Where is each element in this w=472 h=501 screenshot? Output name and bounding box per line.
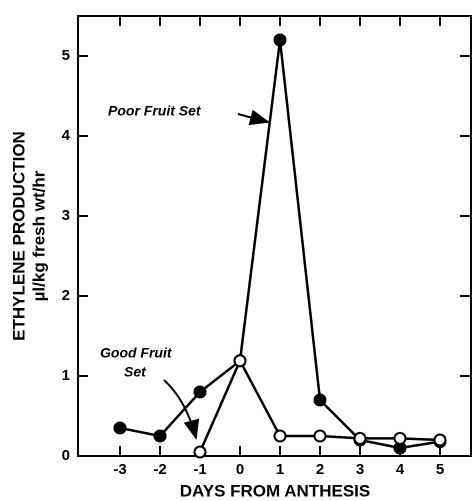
y-axis-label: ETHYLENE PRODUCTION	[9, 131, 28, 341]
y-tick-label: 2	[62, 287, 70, 304]
x-tick-label: 5	[436, 461, 444, 478]
x-tick-label: 1	[276, 461, 284, 478]
data-point	[353, 431, 367, 445]
annotation: Set	[124, 364, 147, 380]
y-tick-label: 5	[62, 47, 70, 64]
data-point	[393, 431, 407, 445]
y-axis-label: µl/kg fresh wt/hr	[29, 170, 48, 301]
data-point	[193, 445, 207, 459]
data-point	[273, 429, 287, 443]
annotation: Good Fruit	[100, 345, 173, 361]
annotation-arrow	[163, 379, 200, 440]
y-tick-label: 3	[62, 207, 70, 224]
data-point	[273, 33, 287, 47]
x-tick-label: 0	[236, 461, 244, 478]
data-point	[313, 393, 327, 407]
data-point	[233, 354, 247, 368]
y-tick-label: 4	[62, 127, 71, 144]
data-point	[433, 433, 447, 447]
data-point	[153, 429, 167, 443]
series-line	[119, 39, 441, 450]
y-tick-label: 1	[62, 367, 70, 384]
annotation: Poor Fruit Set	[108, 103, 202, 119]
data-point	[113, 421, 127, 435]
data-point	[193, 385, 207, 399]
x-tick-label: -2	[153, 461, 166, 478]
plot-frame	[77, 15, 472, 457]
x-tick-label: 4	[396, 461, 405, 478]
x-axis-label: DAYS FROM ANTHESIS	[180, 481, 371, 500]
data-point	[313, 429, 327, 443]
y-tick-label: 0	[62, 447, 70, 464]
x-tick-label: 2	[316, 461, 324, 478]
x-tick-label: 3	[356, 461, 364, 478]
x-tick-label: -1	[193, 461, 206, 478]
annotation-arrow	[237, 109, 270, 126]
x-tick-label: -3	[113, 461, 126, 478]
